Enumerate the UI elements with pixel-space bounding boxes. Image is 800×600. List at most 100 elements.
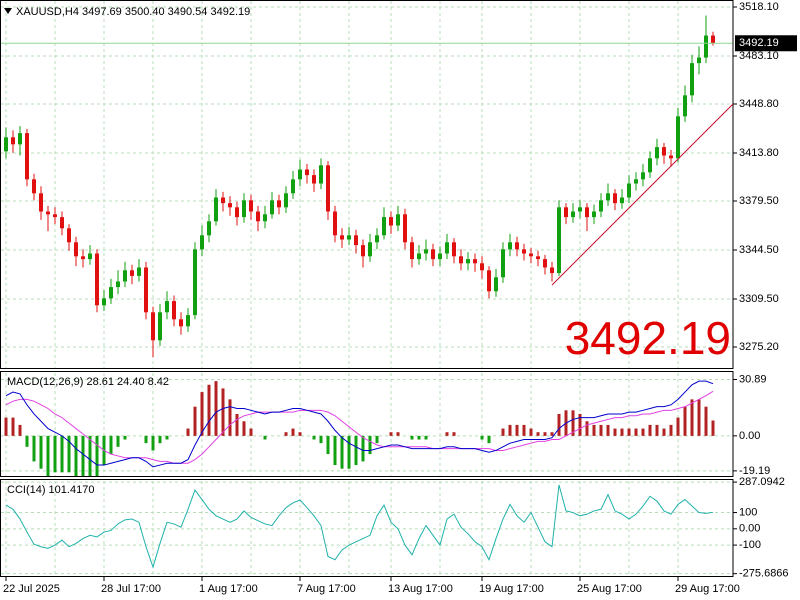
macd-histogram-bar (557, 413, 561, 436)
candle-body (564, 207, 568, 218)
symbol-menu-arrow[interactable] (4, 8, 12, 14)
y-tick-label: 3379.50 (739, 195, 779, 207)
candle-body (690, 63, 694, 96)
candle-body (648, 158, 652, 173)
candle-body (11, 137, 15, 145)
candle-body (46, 211, 50, 215)
candle-body (60, 217, 64, 229)
y-tick-label: 100 (739, 506, 757, 518)
macd-histogram-bar (235, 413, 239, 436)
chart-layer (1, 1, 733, 576)
macd-histogram-bar (592, 424, 596, 436)
candle-body (193, 249, 197, 316)
macd-histogram-bar (627, 428, 631, 436)
x-tick-label: 29 Aug 17:00 (675, 583, 740, 595)
macd-histogram-bar (242, 421, 246, 436)
candle-body (375, 235, 379, 243)
last-price-big: 3492.19 (565, 312, 731, 364)
candle-body (578, 207, 582, 212)
macd-histogram-bar (298, 432, 302, 436)
x-tick-label: 22 Jul 2025 (3, 583, 60, 595)
candle-body (347, 235, 351, 240)
cci-title: CCI(14) 101.4170 (7, 484, 94, 496)
macd-histogram-bar (53, 435, 57, 473)
y-tick-label: -19.19 (739, 465, 770, 477)
candle-body (683, 95, 687, 117)
macd-histogram-bar (417, 435, 421, 440)
macd-histogram-bar (340, 435, 344, 469)
candle-body (67, 228, 71, 243)
candle-body (102, 298, 106, 306)
x-tick-label: 28 Jul 17:00 (101, 583, 161, 595)
macd-histogram-bar (4, 417, 8, 436)
macd-histogram-bar (221, 388, 225, 436)
candle-body (39, 193, 43, 212)
macd-histogram-bar (263, 435, 267, 440)
macd-histogram-bar (193, 406, 197, 436)
y-tick-label: 3483.10 (739, 50, 779, 62)
trend-line (551, 103, 734, 286)
y-tick-label: 3344.50 (739, 244, 779, 256)
last-price-box (735, 35, 797, 52)
macd-histogram-bar (662, 428, 666, 436)
macd-histogram-bar (207, 384, 211, 436)
candle-body (662, 147, 666, 156)
y-tick-label: 287.0942 (739, 476, 785, 488)
macd-histogram-bar (368, 435, 372, 455)
candle-body (396, 214, 400, 226)
candle-body (4, 137, 8, 152)
macd-histogram-bar (74, 435, 78, 476)
macd-histogram-bar (641, 428, 645, 436)
macd-histogram-bar (214, 381, 218, 436)
macd-main-line (5, 380, 714, 468)
candle-body (466, 259, 470, 264)
candle-body (431, 249, 435, 260)
macd-histogram-bar (536, 432, 540, 436)
macd-histogram-bar (711, 420, 715, 436)
macd-histogram-bar (578, 413, 582, 436)
macd-histogram-bar (32, 435, 36, 462)
candle-body (200, 235, 204, 250)
macd-histogram-bar (487, 435, 491, 444)
macd-histogram-bar (501, 428, 505, 436)
y-tick-label: 3448.80 (739, 98, 779, 110)
macd-histogram-bar (396, 432, 400, 436)
y-tick-label: 0.00 (739, 523, 760, 535)
macd-histogram-bar (683, 406, 687, 436)
macd-histogram-bar (634, 428, 638, 436)
main-panel-frame (0, 0, 734, 369)
candle-body (592, 211, 596, 218)
candle-body (74, 242, 78, 257)
candle-body (515, 242, 519, 250)
macd-histogram-bar (690, 399, 694, 436)
y-tick-label: 3413.80 (739, 147, 779, 159)
candle-body (137, 267, 141, 276)
y-tick-label: -275.6866 (739, 568, 789, 580)
macd-histogram-bar (697, 399, 701, 436)
macd-histogram-bar (676, 417, 680, 436)
macd-histogram-bar (655, 424, 659, 436)
candle-body (697, 57, 701, 64)
x-tick-label: 19 Aug 17:00 (479, 583, 544, 595)
candle-body (382, 217, 386, 236)
cci-panel-frame (0, 479, 734, 577)
macd-histogram-bar (88, 435, 92, 476)
candle-body (228, 203, 232, 208)
macd-histogram-bar (480, 435, 484, 440)
macd-histogram-bar (347, 435, 351, 469)
macd-histogram-bar (620, 428, 624, 436)
macd-histogram-bar (151, 435, 155, 451)
macd-histogram-bar (648, 424, 652, 436)
candle-body (333, 211, 337, 236)
y-tick-label: 3518.10 (739, 1, 779, 13)
macd-histogram-bar (326, 435, 330, 455)
candle-body (144, 267, 148, 313)
x-tick-label: 13 Aug 17:00 (388, 583, 453, 595)
x-tick-label: 1 Aug 17:00 (199, 583, 258, 595)
macd-histogram-bar (25, 435, 29, 447)
candle-body (235, 207, 239, 218)
candle-body (424, 249, 428, 254)
macd-panel-frame (0, 371, 734, 477)
macd-histogram-bar (312, 435, 316, 440)
